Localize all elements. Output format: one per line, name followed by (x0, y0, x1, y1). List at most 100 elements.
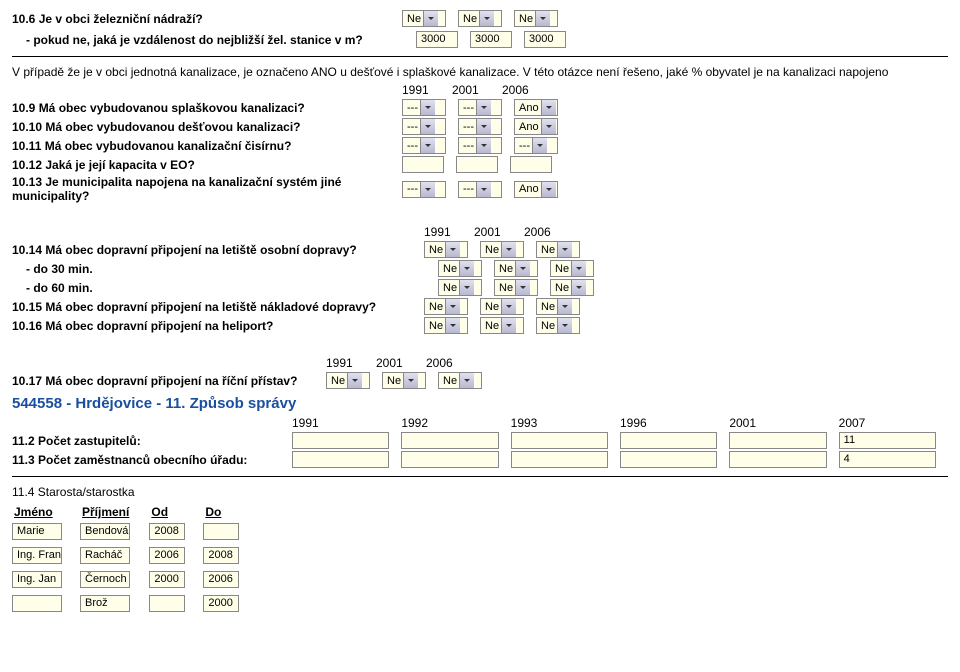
mayor-from[interactable]: 2006 (149, 547, 185, 564)
divider (12, 476, 948, 477)
q11-2-tb-2001[interactable] (729, 432, 826, 449)
q10-6-tb-2001[interactable]: 3000 (470, 31, 512, 48)
q10-11-dd-1991[interactable]: --- (402, 137, 446, 154)
chevron-down-icon (420, 119, 435, 134)
q10-17-dd-2006[interactable]: Ne (438, 372, 482, 389)
chevron-down-icon (476, 119, 491, 134)
q11-3-tb-1993[interactable] (511, 451, 608, 468)
q10-14b-label: - do 60 min. (12, 281, 438, 295)
dd-text: --- (519, 140, 530, 152)
dd-text: Ne (429, 244, 443, 256)
q10-14b-dd-2001[interactable]: Ne (494, 279, 538, 296)
q10-6-dd-1991[interactable]: Ne (402, 10, 446, 27)
q10-6-tb-2006[interactable]: 3000 (524, 31, 566, 48)
dd-text: Ne (541, 320, 555, 332)
q10-17-dd-1991[interactable]: Ne (326, 372, 370, 389)
q10-9-dd-1991[interactable]: --- (402, 99, 446, 116)
dd-text: Ano (519, 183, 539, 195)
q10-6-dd-2001[interactable]: Ne (458, 10, 502, 27)
q10-13-dd-2001[interactable]: --- (458, 181, 502, 198)
mayor-name[interactable]: Ing. Jan (12, 571, 62, 588)
q10-12-tb-1991[interactable] (402, 156, 444, 173)
q11-3-tb-2001[interactable] (729, 451, 826, 468)
year-1991-b: 1991 (424, 225, 474, 239)
mayor-name[interactable]: Marie (12, 523, 62, 540)
q10-16-dd-2001[interactable]: Ne (480, 317, 524, 334)
q10-6-dd-2006[interactable]: Ne (514, 10, 558, 27)
q11-2-tb-2007[interactable]: 11 (839, 432, 936, 449)
q10-12-tb-2006[interactable] (510, 156, 552, 173)
q10-14-dd-2001[interactable]: Ne (480, 241, 524, 258)
q10-13-label: 10.13 Je municipalita napojena na kanali… (12, 175, 402, 203)
mayor-surname[interactable]: Racháč (80, 547, 130, 564)
q10-6-sublabel: - pokud ne, jaká je vzdálenost do nejbli… (12, 33, 416, 47)
q10-15-dd-2006[interactable]: Ne (536, 298, 580, 315)
chevron-down-icon (541, 182, 556, 197)
dd-text: Ne (519, 13, 533, 25)
q11-3-tb-1991[interactable] (292, 451, 389, 468)
q10-14-dd-1991[interactable]: Ne (424, 241, 468, 258)
mayor-name[interactable]: Ing. František (12, 547, 62, 564)
q10-13-dd-2006[interactable]: Ano (514, 181, 558, 198)
q11-3-tb-1996[interactable] (620, 451, 717, 468)
chevron-down-icon (541, 119, 556, 134)
mayor-surname[interactable]: Bendová (80, 523, 130, 540)
q10-11-dd-2006[interactable]: --- (514, 137, 558, 154)
dd-text: Ne (443, 375, 457, 387)
chevron-down-icon (459, 373, 474, 388)
mayor-from[interactable]: 2000 (149, 571, 185, 588)
q10-10-dd-2001[interactable]: --- (458, 118, 502, 135)
mayor-row: Ing. Jan Černoch 2000 2006 (12, 569, 257, 593)
q11-2-tb-1996[interactable] (620, 432, 717, 449)
mayor-to[interactable]: 2006 (203, 571, 239, 588)
dd-text: Ne (485, 320, 499, 332)
chevron-down-icon (557, 299, 572, 314)
q10-9-dd-2001[interactable]: --- (458, 99, 502, 116)
q10-14a-dd-2001[interactable]: Ne (494, 260, 538, 277)
q10-14b-dd-1991[interactable]: Ne (438, 279, 482, 296)
chevron-down-icon (476, 100, 491, 115)
dd-text: Ne (499, 263, 513, 275)
mayor-surname[interactable]: Černoch (80, 571, 130, 588)
mayor-from[interactable] (149, 595, 185, 612)
dd-text: Ne (499, 282, 513, 294)
q10-10-label: 10.10 Má obec vybudovanou dešťovou kanal… (12, 120, 402, 134)
q10-14a-dd-2006[interactable]: Ne (550, 260, 594, 277)
chevron-down-icon (420, 182, 435, 197)
mayor-from[interactable]: 2008 (149, 523, 185, 540)
q10-15-dd-1991[interactable]: Ne (424, 298, 468, 315)
year-1996-d: 1996 (620, 416, 729, 430)
q11-2-tb-1992[interactable] (401, 432, 498, 449)
q10-14-dd-2006[interactable]: Ne (536, 241, 580, 258)
sewage-note: V případě že je v obci jednotná kanaliza… (12, 65, 948, 79)
mayor-surname[interactable]: Brož (80, 595, 130, 612)
mayor-to[interactable] (203, 523, 239, 540)
q10-6-tb-1991[interactable]: 3000 (416, 31, 458, 48)
q10-17-dd-2001[interactable]: Ne (382, 372, 426, 389)
q10-16-dd-1991[interactable]: Ne (424, 317, 468, 334)
q10-9-dd-2006[interactable]: Ano (514, 99, 558, 116)
q10-13-dd-1991[interactable]: --- (402, 181, 446, 198)
q11-3-tb-2007[interactable]: 4 (839, 451, 936, 468)
q10-16-dd-2006[interactable]: Ne (536, 317, 580, 334)
dd-text: Ne (429, 320, 443, 332)
chevron-down-icon (532, 138, 547, 153)
q11-2-tb-1993[interactable] (511, 432, 608, 449)
q10-10-dd-1991[interactable]: --- (402, 118, 446, 135)
q10-14-label: 10.14 Má obec dopravní připojení na leti… (12, 243, 424, 257)
q10-11-dd-2001[interactable]: --- (458, 137, 502, 154)
dd-text: Ne (429, 301, 443, 313)
mayor-to[interactable]: 2008 (203, 547, 239, 564)
q10-14a-dd-1991[interactable]: Ne (438, 260, 482, 277)
mayor-to[interactable]: 2000 (203, 595, 239, 612)
q11-3-tb-1992[interactable] (401, 451, 498, 468)
q10-15-dd-2001[interactable]: Ne (480, 298, 524, 315)
chevron-down-icon (445, 318, 460, 333)
dd-text: --- (407, 140, 418, 152)
q11-2-tb-1991[interactable] (292, 432, 389, 449)
q10-14b-dd-2006[interactable]: Ne (550, 279, 594, 296)
q10-10-dd-2006[interactable]: Ano (514, 118, 558, 135)
mayor-name[interactable] (12, 595, 62, 612)
q10-12-tb-2001[interactable] (456, 156, 498, 173)
mayor-row: Marie Bendová 2008 (12, 521, 257, 545)
